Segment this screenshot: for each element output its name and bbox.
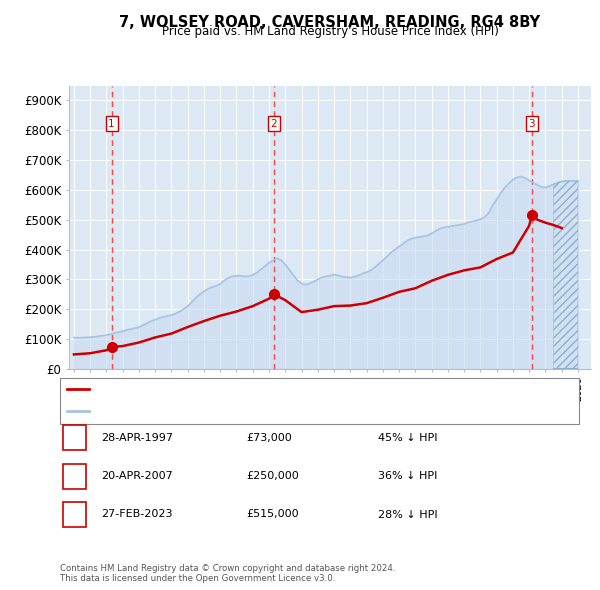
Text: 28-APR-1997: 28-APR-1997 xyxy=(101,433,173,442)
Text: 36% ↓ HPI: 36% ↓ HPI xyxy=(378,471,437,481)
Text: 3: 3 xyxy=(529,119,535,129)
Text: 27-FEB-2023: 27-FEB-2023 xyxy=(101,510,172,519)
Text: Contains HM Land Registry data © Crown copyright and database right 2024.
This d: Contains HM Land Registry data © Crown c… xyxy=(60,563,395,583)
Text: £73,000: £73,000 xyxy=(246,433,292,442)
Text: 2: 2 xyxy=(271,119,277,129)
Text: 7, WOLSEY ROAD, CAVERSHAM, READING, RG4 8BY (detached house): 7, WOLSEY ROAD, CAVERSHAM, READING, RG4 … xyxy=(93,384,440,394)
Text: 28% ↓ HPI: 28% ↓ HPI xyxy=(378,510,437,519)
Text: £515,000: £515,000 xyxy=(246,510,299,519)
Text: 20-APR-2007: 20-APR-2007 xyxy=(101,471,173,481)
Text: Price paid vs. HM Land Registry's House Price Index (HPI): Price paid vs. HM Land Registry's House … xyxy=(161,25,499,38)
Text: HPI: Average price, detached house, Reading: HPI: Average price, detached house, Read… xyxy=(93,406,318,416)
Text: 1: 1 xyxy=(108,119,115,129)
Text: £250,000: £250,000 xyxy=(246,471,299,481)
Text: 1: 1 xyxy=(71,433,78,442)
Text: 45% ↓ HPI: 45% ↓ HPI xyxy=(378,433,437,442)
Text: 7, WOLSEY ROAD, CAVERSHAM, READING, RG4 8BY: 7, WOLSEY ROAD, CAVERSHAM, READING, RG4 … xyxy=(119,15,541,30)
Text: 3: 3 xyxy=(71,510,78,519)
Text: 2: 2 xyxy=(71,471,78,481)
